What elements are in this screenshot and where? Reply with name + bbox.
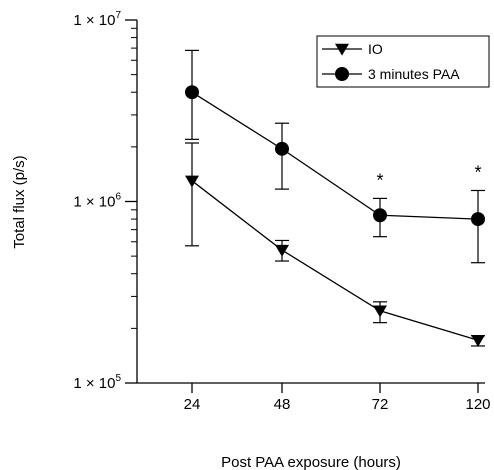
data-point <box>275 141 289 156</box>
legend: IO 3 minutes PAA <box>316 35 490 88</box>
y-tick-label: 1 × 106 <box>73 192 121 211</box>
significance-marker: * <box>376 170 383 190</box>
annotation-layer: * * <box>376 162 481 190</box>
x-ticks: 24 48 72 120 <box>184 383 491 413</box>
data-point <box>373 208 387 223</box>
y-tick-label: 1 × 107 <box>73 10 121 29</box>
x-axis-title: Post PAA exposure (hours) <box>221 454 401 470</box>
data-point <box>185 175 199 188</box>
legend-label: IO <box>368 41 383 57</box>
x-tick-label: 24 <box>184 396 201 413</box>
series-io <box>185 142 485 347</box>
y-axis-title: Total flux (p/s) <box>11 155 28 248</box>
series-line <box>191 180 479 341</box>
legend-label: 3 minutes PAA <box>368 66 460 82</box>
significance-marker: * <box>474 162 481 182</box>
series-layer <box>185 49 485 347</box>
data-point <box>471 212 485 227</box>
legend-marker <box>335 67 349 81</box>
y-ticks: 1 × 105 1 × 106 1 × 107 <box>73 10 137 392</box>
data-point <box>185 85 199 100</box>
legend-items: IO 3 minutes PAA <box>322 41 460 82</box>
data-point <box>275 244 289 257</box>
x-tick-label: 72 <box>372 396 389 413</box>
legend-marker <box>335 43 349 56</box>
data-point <box>471 335 485 347</box>
x-tick-label: 120 <box>465 396 490 413</box>
series-paa <box>185 49 485 264</box>
x-tick-label: 48 <box>274 396 291 413</box>
data-point <box>373 305 387 318</box>
y-tick-label: 1 × 105 <box>73 373 121 392</box>
series-line <box>191 91 479 220</box>
